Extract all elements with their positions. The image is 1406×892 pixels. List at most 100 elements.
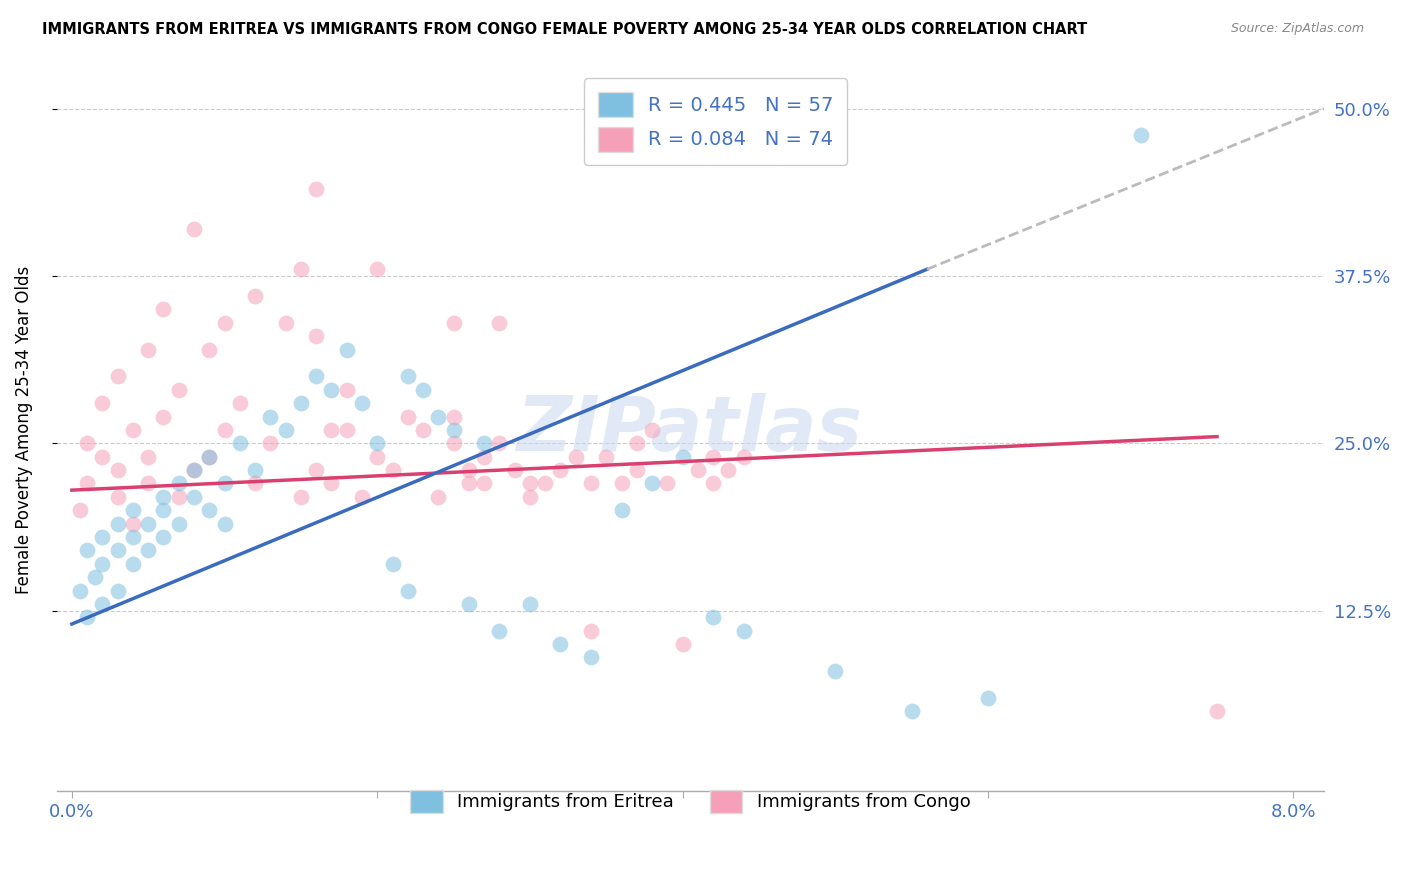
Point bbox=[336, 383, 359, 397]
Point bbox=[564, 450, 586, 464]
Point bbox=[167, 516, 190, 531]
Point bbox=[69, 503, 91, 517]
Point bbox=[381, 557, 404, 571]
Point bbox=[167, 476, 190, 491]
Point bbox=[381, 463, 404, 477]
Point bbox=[214, 423, 236, 437]
Point bbox=[641, 476, 664, 491]
Point bbox=[427, 490, 450, 504]
Point bbox=[472, 436, 495, 450]
Point bbox=[519, 476, 541, 491]
Point bbox=[107, 516, 129, 531]
Point bbox=[321, 476, 343, 491]
Point bbox=[443, 423, 465, 437]
Point bbox=[366, 450, 388, 464]
Point bbox=[76, 436, 98, 450]
Point bbox=[76, 476, 98, 491]
Point bbox=[152, 302, 174, 317]
Point bbox=[183, 463, 205, 477]
Text: IMMIGRANTS FROM ERITREA VS IMMIGRANTS FROM CONGO FEMALE POVERTY AMONG 25-34 YEAR: IMMIGRANTS FROM ERITREA VS IMMIGRANTS FR… bbox=[42, 22, 1087, 37]
Point bbox=[290, 262, 312, 277]
Point bbox=[107, 490, 129, 504]
Point bbox=[183, 222, 205, 236]
Point bbox=[76, 610, 98, 624]
Point bbox=[274, 423, 297, 437]
Point bbox=[167, 490, 190, 504]
Point bbox=[136, 543, 159, 558]
Point bbox=[488, 436, 510, 450]
Point bbox=[122, 423, 145, 437]
Point bbox=[977, 690, 1000, 705]
Point bbox=[183, 463, 205, 477]
Point bbox=[672, 637, 695, 651]
Point bbox=[229, 396, 252, 410]
Point bbox=[443, 316, 465, 330]
Y-axis label: Female Poverty Among 25-34 Year Olds: Female Poverty Among 25-34 Year Olds bbox=[15, 266, 32, 594]
Legend: Immigrants from Eritrea, Immigrants from Congo: Immigrants from Eritrea, Immigrants from… bbox=[398, 777, 983, 826]
Point bbox=[91, 396, 114, 410]
Point bbox=[183, 490, 205, 504]
Point bbox=[122, 516, 145, 531]
Point bbox=[595, 450, 617, 464]
Point bbox=[214, 476, 236, 491]
Point bbox=[443, 409, 465, 424]
Point bbox=[657, 476, 679, 491]
Point bbox=[243, 463, 266, 477]
Point bbox=[702, 610, 724, 624]
Point bbox=[274, 316, 297, 330]
Point bbox=[550, 463, 572, 477]
Point bbox=[610, 503, 633, 517]
Point bbox=[396, 409, 419, 424]
Point bbox=[550, 637, 572, 651]
Point bbox=[136, 476, 159, 491]
Point bbox=[412, 423, 434, 437]
Point bbox=[243, 289, 266, 303]
Point bbox=[733, 624, 755, 638]
Point bbox=[259, 409, 281, 424]
Point bbox=[412, 383, 434, 397]
Point bbox=[366, 436, 388, 450]
Point bbox=[717, 463, 740, 477]
Point bbox=[152, 409, 174, 424]
Point bbox=[107, 543, 129, 558]
Point bbox=[366, 262, 388, 277]
Point bbox=[136, 343, 159, 357]
Point bbox=[488, 624, 510, 638]
Point bbox=[83, 570, 105, 584]
Point bbox=[350, 396, 373, 410]
Point bbox=[519, 490, 541, 504]
Point bbox=[488, 316, 510, 330]
Point bbox=[305, 369, 328, 384]
Point bbox=[259, 436, 281, 450]
Point bbox=[167, 383, 190, 397]
Point bbox=[472, 476, 495, 491]
Point bbox=[290, 396, 312, 410]
Point bbox=[91, 450, 114, 464]
Point bbox=[107, 463, 129, 477]
Point bbox=[1129, 128, 1152, 143]
Point bbox=[321, 423, 343, 437]
Point bbox=[243, 476, 266, 491]
Point bbox=[91, 530, 114, 544]
Point bbox=[686, 463, 709, 477]
Point bbox=[122, 503, 145, 517]
Point bbox=[579, 624, 602, 638]
Text: ZIPatlas: ZIPatlas bbox=[517, 392, 863, 467]
Point bbox=[198, 343, 221, 357]
Point bbox=[503, 463, 526, 477]
Point bbox=[91, 597, 114, 611]
Point bbox=[69, 583, 91, 598]
Point bbox=[472, 450, 495, 464]
Point bbox=[152, 530, 174, 544]
Point bbox=[396, 369, 419, 384]
Point bbox=[672, 450, 695, 464]
Point bbox=[702, 476, 724, 491]
Point bbox=[122, 530, 145, 544]
Point bbox=[76, 543, 98, 558]
Point bbox=[457, 463, 479, 477]
Point bbox=[579, 650, 602, 665]
Point bbox=[229, 436, 252, 450]
Point bbox=[610, 476, 633, 491]
Point bbox=[702, 450, 724, 464]
Point bbox=[626, 463, 648, 477]
